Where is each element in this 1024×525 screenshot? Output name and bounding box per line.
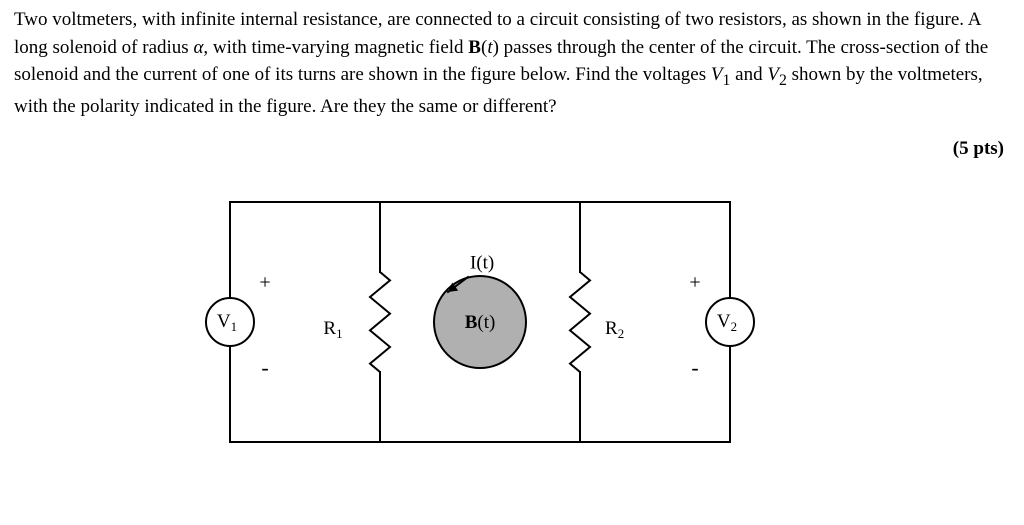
svg-text:R1: R1 [323,319,342,342]
svg-text:-: - [691,355,698,380]
svg-text:I(t): I(t) [470,253,494,274]
svg-text:+: + [259,272,270,294]
points-label: (5 pts) [14,138,1010,160]
svg-text:-: - [261,355,268,380]
svg-text:+: + [689,272,700,294]
problem-statement: Two voltmeters, with infinite internal r… [14,6,1010,120]
svg-text:R2: R2 [605,319,624,342]
svg-text:B(t): B(t) [465,313,496,334]
circuit-figure: B(t)I(t)V1V2+-+-R1R2 [0,182,1024,462]
